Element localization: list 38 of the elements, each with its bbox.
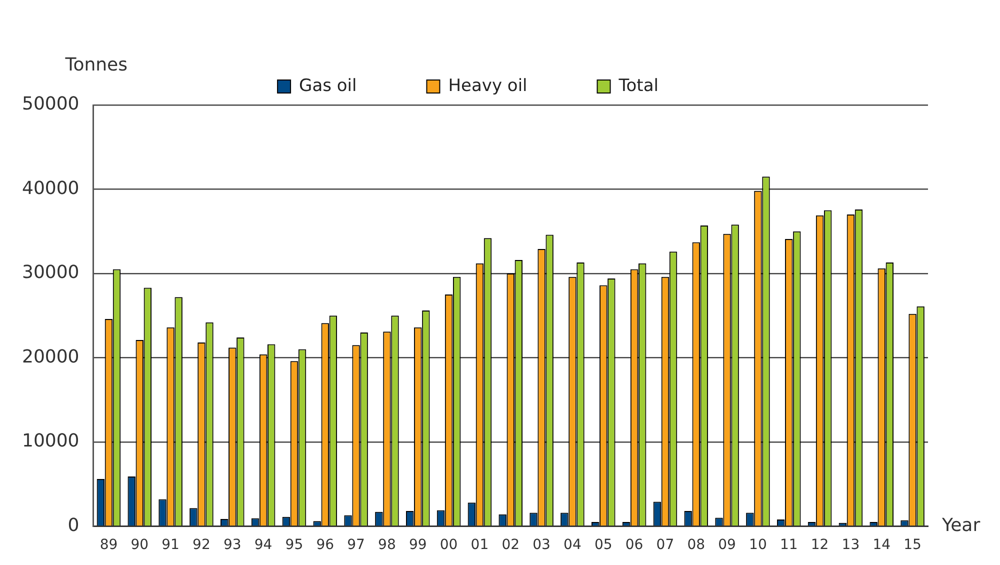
x-tick-label: 96 [316,537,334,554]
x-tick-label: 13 [842,537,860,554]
x-tick-label: 93 [223,537,242,554]
x-tick-label: 95 [285,537,304,554]
x-tick-label: 01 [470,537,489,554]
x-tick-label: 05 [594,537,612,554]
x-tick-label: 94 [254,537,272,554]
x-tick-label: 08 [687,537,706,554]
x-tick-label: 91 [162,537,180,554]
x-tick-label: 99 [408,537,427,554]
y-tick-label: 0 [68,514,80,536]
x-tick-label: 02 [502,537,520,554]
x-tick-label: 90 [130,537,149,554]
legend-label: Gas oil [299,76,357,96]
x-tick-label: 06 [625,537,644,554]
y-tick-label: 50000 [22,94,80,115]
x-tick-label: 11 [780,537,798,554]
x-tick-label: 97 [347,537,365,554]
x-tick-label: 00 [440,537,458,554]
y-tick-label: 10000 [22,430,80,452]
legend-label: Total [618,76,658,96]
x-tick-label: 03 [532,537,550,554]
x-tick-label: 98 [378,537,396,554]
y-axis-title: Tonnes [64,54,128,76]
x-tick-label: 89 [100,537,118,554]
legend-label: Heavy oil [448,76,528,96]
x-tick-label: 15 [904,537,922,554]
x-tick-label: 14 [872,537,891,554]
x-tick-label: 04 [564,537,582,554]
x-axis-title: Year [941,514,981,536]
y-tick-label: 40000 [22,178,80,199]
y-tick-label: 20000 [22,346,80,368]
x-tick-label: 12 [810,537,829,554]
x-tick-label: 92 [192,537,210,554]
y-tick-label: 30000 [22,262,80,284]
x-tick-label: 07 [656,537,674,554]
x-tick-label: 09 [718,537,736,554]
x-tick-label: 10 [749,537,767,554]
